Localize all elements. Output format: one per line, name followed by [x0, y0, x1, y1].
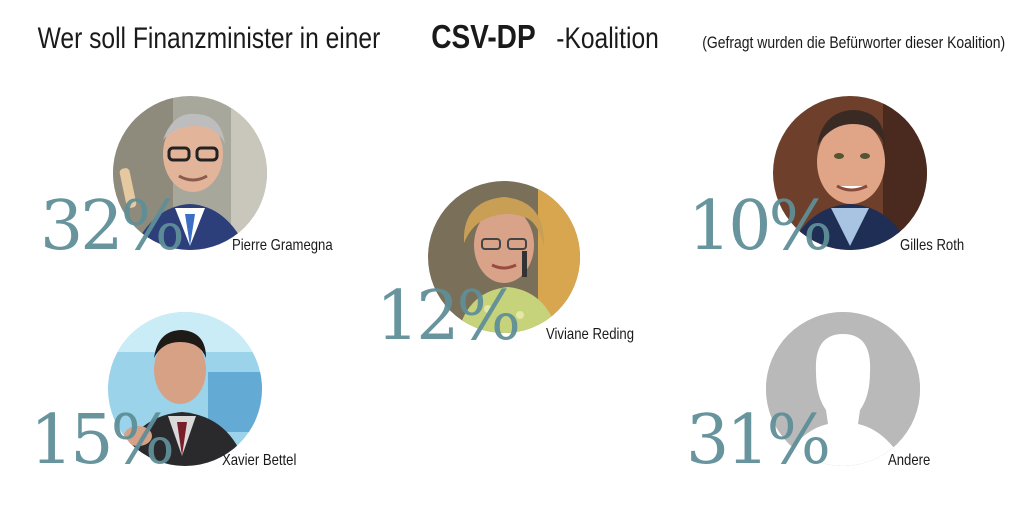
- photo-gilles-roth: [773, 96, 927, 250]
- percent-andere: 31%: [686, 401, 831, 480]
- portrait-photo-icon: [428, 181, 580, 333]
- name-gilles-roth: Gilles Roth: [900, 237, 965, 254]
- title-suffix: -Koalition: [556, 22, 660, 55]
- silhouette-placeholder-icon: [766, 312, 920, 466]
- title-coalition: CSV-DP: [431, 18, 537, 55]
- name-andere: Andere: [888, 452, 931, 469]
- title-prefix: Wer soll Finanzminister in einer: [37, 22, 381, 55]
- name-viviane-reding: Viviane Reding: [546, 326, 635, 343]
- percent-gilles-roth: 10%: [688, 187, 833, 266]
- chart-subtitle: (Gefragt wurden die Befürworter dieser K…: [702, 33, 1005, 52]
- name-xavier-bettel: Xavier Bettel: [222, 452, 297, 469]
- photo-andere: [766, 312, 920, 466]
- photo-viviane-reding: [428, 181, 580, 333]
- photo-pierre-gramegna: [113, 96, 267, 250]
- name-pierre-gramegna: Pierre Gramegna: [232, 237, 333, 254]
- portrait-photo-icon: [108, 312, 262, 466]
- portrait-photo-icon: [773, 96, 927, 250]
- percent-pierre-gramegna: 32%: [40, 187, 185, 266]
- photo-xavier-bettel: [108, 312, 262, 466]
- percent-xavier-bettel: 15%: [30, 401, 175, 480]
- chart-title: Wer soll Finanzminister in einer CSV-DP -…: [0, 18, 1024, 56]
- percent-viviane-reding: 12%: [376, 277, 521, 356]
- portrait-photo-icon: [113, 96, 267, 250]
